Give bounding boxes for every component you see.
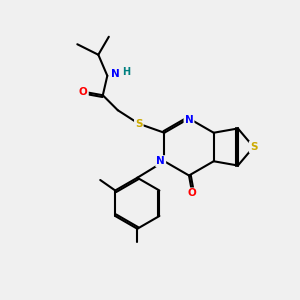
Text: O: O — [188, 188, 196, 199]
Text: S: S — [135, 119, 142, 129]
Text: O: O — [79, 87, 88, 97]
Text: H: H — [122, 67, 130, 77]
Text: N: N — [156, 156, 165, 166]
Text: S: S — [250, 142, 257, 152]
Text: N: N — [184, 115, 194, 125]
Text: N: N — [111, 69, 120, 79]
